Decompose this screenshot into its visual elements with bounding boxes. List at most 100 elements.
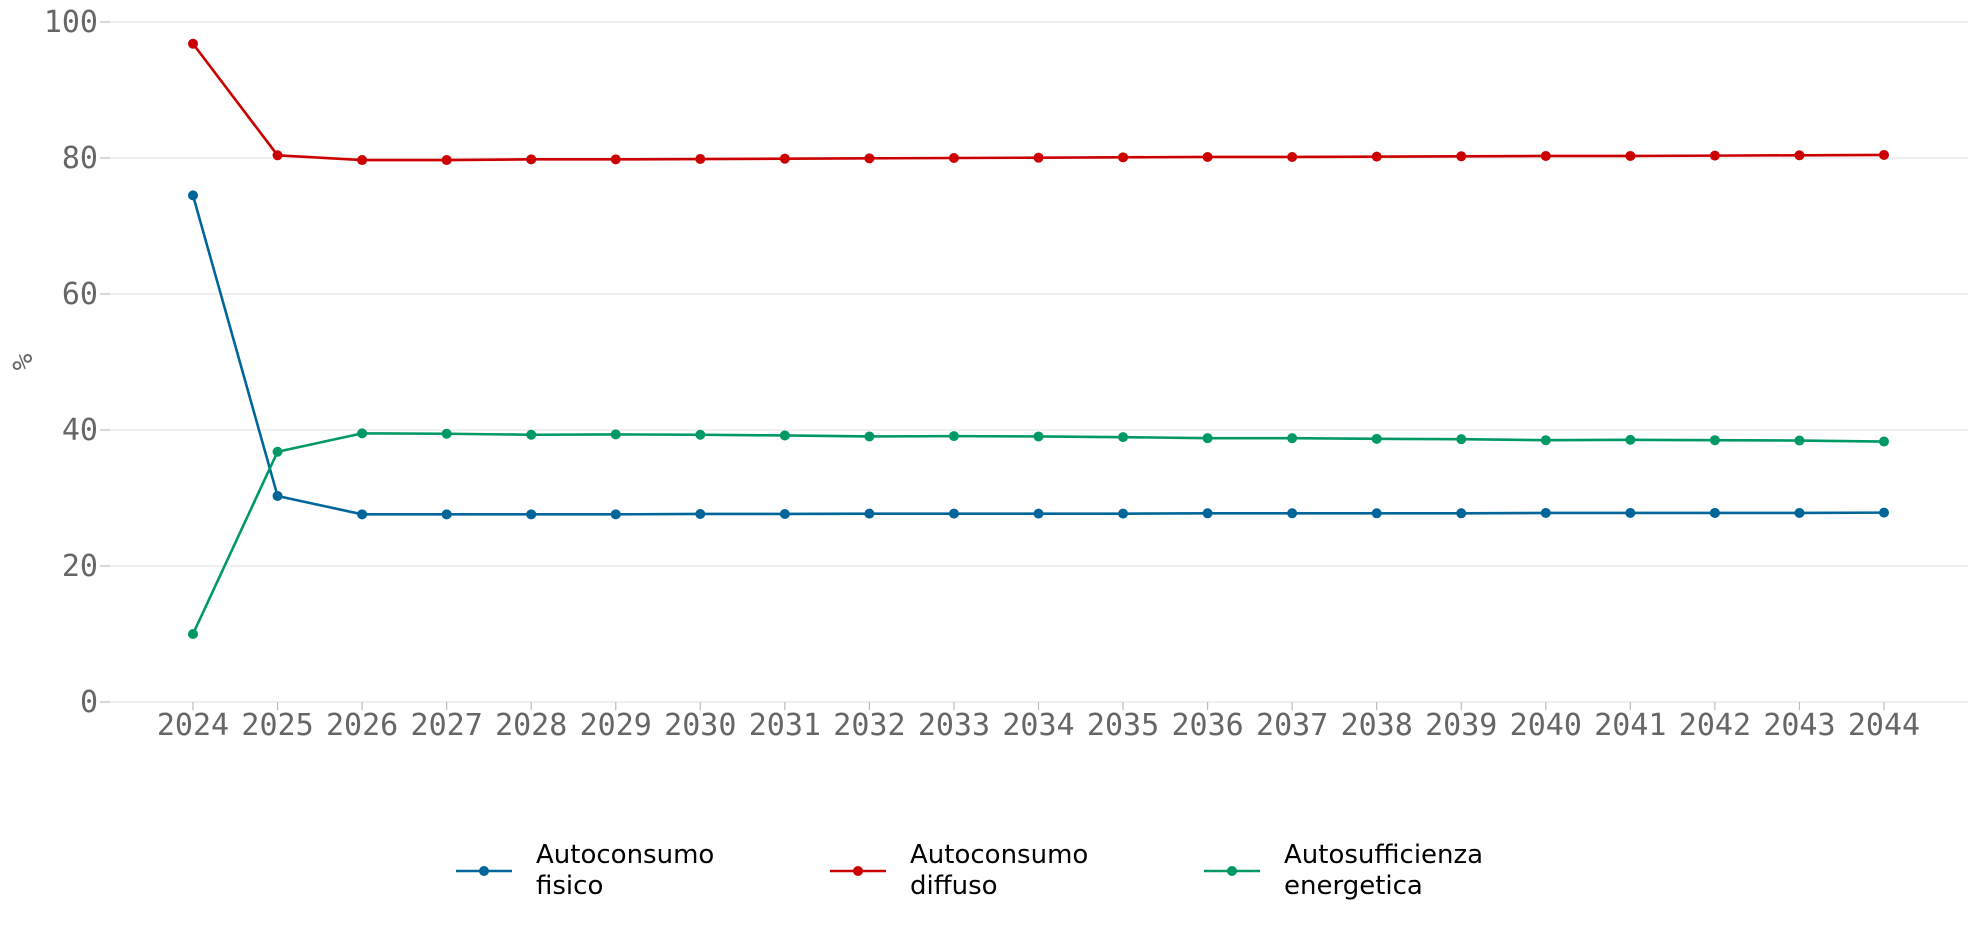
data-point-autosufficienza-energetica	[1202, 433, 1213, 444]
x-tick-label: 2024	[157, 708, 229, 743]
data-point-autoconsumo-fisico	[526, 509, 537, 520]
data-point-autoconsumo-diffuso	[526, 154, 537, 165]
data-point-autoconsumo-fisico	[779, 508, 790, 519]
x-tick-label: 2032	[833, 708, 905, 743]
y-tick-label: 0	[80, 685, 98, 720]
data-point-autoconsumo-fisico	[1709, 507, 1720, 518]
data-point-autoconsumo-fisico	[864, 508, 875, 519]
x-tick-label: 2040	[1510, 708, 1582, 743]
data-point-autoconsumo-diffuso	[1287, 151, 1298, 162]
y-tick-label: 40	[62, 413, 98, 448]
data-point-autoconsumo-fisico	[441, 509, 452, 520]
legend-label: Autoconsumo fisico	[536, 840, 715, 901]
data-point-autosufficienza-energetica	[1794, 435, 1805, 446]
series-line-autoconsumo-diffuso	[191, 42, 1885, 162]
data-point-autosufficienza-energetica	[526, 429, 537, 440]
x-tick-label: 2026	[326, 708, 398, 743]
data-point-autoconsumo-fisico	[1371, 508, 1382, 519]
data-point-autosufficienza-energetica	[1709, 435, 1720, 446]
data-point-autosufficienza-energetica	[779, 430, 790, 441]
data-point-autoconsumo-fisico	[948, 508, 959, 519]
y-axis-ticks: 0 20 40 60 80 100	[44, 5, 110, 720]
data-point-autoconsumo-fisico	[1794, 507, 1805, 518]
y-axis-label: %	[6, 353, 39, 370]
data-point-autosufficienza-energetica	[441, 428, 452, 439]
x-tick-label: 2037	[1256, 708, 1328, 743]
data-point-autoconsumo-fisico	[1118, 508, 1129, 519]
x-tick-label: 2029	[580, 708, 652, 743]
data-point-autoconsumo-diffuso	[272, 150, 283, 161]
legend-item-autoconsumo-diffuso[interactable]: Autoconsumo diffuso	[828, 840, 1150, 902]
x-tick-label: 2035	[1087, 708, 1159, 743]
x-tick-label: 2036	[1171, 708, 1243, 743]
x-tick-label: 2043	[1763, 708, 1835, 743]
x-tick-label: 2039	[1425, 708, 1497, 743]
legend-label: Autosufficienza energetica	[1284, 840, 1484, 901]
data-point-autosufficienza-energetica	[610, 429, 621, 440]
data-point-autosufficienza-energetica	[357, 428, 368, 439]
data-point-autoconsumo-diffuso	[188, 38, 198, 49]
data-point-autosufficienza-energetica	[1540, 435, 1551, 446]
series-lines	[188, 38, 1889, 639]
data-point-autoconsumo-diffuso	[610, 154, 621, 165]
data-point-autoconsumo-fisico	[1540, 507, 1551, 518]
data-point-autosufficienza-energetica	[948, 431, 959, 442]
legend-swatch	[456, 866, 512, 876]
data-point-autoconsumo-diffuso	[1625, 150, 1636, 161]
legend-item-autosufficienza-energetica[interactable]: Autosufficienza energetica	[1202, 840, 1524, 902]
data-point-autoconsumo-diffuso	[1456, 151, 1467, 162]
data-point-autoconsumo-diffuso	[695, 154, 706, 165]
series-line-autoconsumo-fisico	[191, 195, 1885, 516]
x-tick-label: 2038	[1341, 708, 1413, 743]
data-point-autoconsumo-diffuso	[1709, 150, 1720, 161]
data-point-autosufficienza-energetica	[1625, 434, 1636, 445]
x-tick-label: 2041	[1594, 708, 1666, 743]
y-tick-label: 20	[62, 549, 98, 584]
data-point-autosufficienza-energetica	[1287, 433, 1298, 444]
data-point-autoconsumo-fisico	[188, 190, 198, 201]
y-tick-label: 60	[62, 277, 98, 312]
legend: Autoconsumo fisico Autoconsumo diffuso Autos…	[0, 840, 1978, 902]
data-point-autoconsumo-diffuso	[1033, 152, 1044, 163]
data-point-autoconsumo-diffuso	[1794, 150, 1805, 161]
data-point-autoconsumo-diffuso	[1118, 152, 1129, 163]
data-point-autoconsumo-fisico	[1202, 508, 1213, 519]
data-point-autoconsumo-fisico	[1879, 507, 1889, 518]
data-point-autoconsumo-fisico	[357, 509, 368, 520]
data-point-autoconsumo-diffuso	[864, 153, 875, 164]
legend-swatch	[1204, 866, 1260, 876]
data-point-autosufficienza-energetica	[864, 431, 875, 442]
data-point-autoconsumo-diffuso	[1540, 150, 1551, 161]
series-line-autosufficienza-energetica	[191, 432, 1885, 635]
x-tick-label: 2031	[749, 708, 821, 743]
y-tick-label: 100	[44, 5, 98, 40]
data-point-autoconsumo-fisico	[1456, 508, 1467, 519]
data-point-autoconsumo-diffuso	[441, 155, 452, 166]
data-point-autosufficienza-energetica	[1456, 434, 1467, 445]
y-tick-label: 80	[62, 141, 98, 176]
data-point-autosufficienza-energetica	[1371, 433, 1382, 444]
x-axis-ticks: 2024 2025 2026 2027 2028 2029 2030 2031 2032 2033…	[157, 702, 1920, 743]
legend-item-autoconsumo-fisico[interactable]: Autoconsumo fisico	[454, 840, 776, 902]
data-point-autoconsumo-fisico	[610, 509, 621, 520]
data-point-autoconsumo-diffuso	[1202, 151, 1213, 162]
data-point-autoconsumo-diffuso	[1371, 151, 1382, 162]
legend-swatch	[830, 866, 886, 876]
series-autoconsumo-fisico	[188, 190, 1889, 520]
x-tick-label: 2033	[918, 708, 990, 743]
data-point-autosufficienza-energetica	[695, 429, 706, 440]
data-point-autoconsumo-fisico	[1033, 508, 1044, 519]
data-point-autoconsumo-diffuso	[948, 153, 959, 163]
data-point-autosufficienza-energetica	[1033, 431, 1044, 442]
data-point-autoconsumo-fisico	[1625, 507, 1636, 518]
series-autosufficienza-energetica	[188, 428, 1889, 639]
legend-label: Autoconsumo diffuso	[910, 840, 1089, 901]
data-point-autosufficienza-energetica	[1118, 432, 1129, 443]
data-point-autoconsumo-diffuso	[357, 155, 368, 166]
x-tick-label: 2030	[664, 708, 736, 743]
x-tick-label: 2044	[1848, 708, 1920, 743]
data-point-autosufficienza-energetica	[1879, 436, 1889, 447]
data-point-autosufficienza-energetica	[272, 446, 283, 457]
x-tick-label: 2034	[1002, 708, 1074, 743]
